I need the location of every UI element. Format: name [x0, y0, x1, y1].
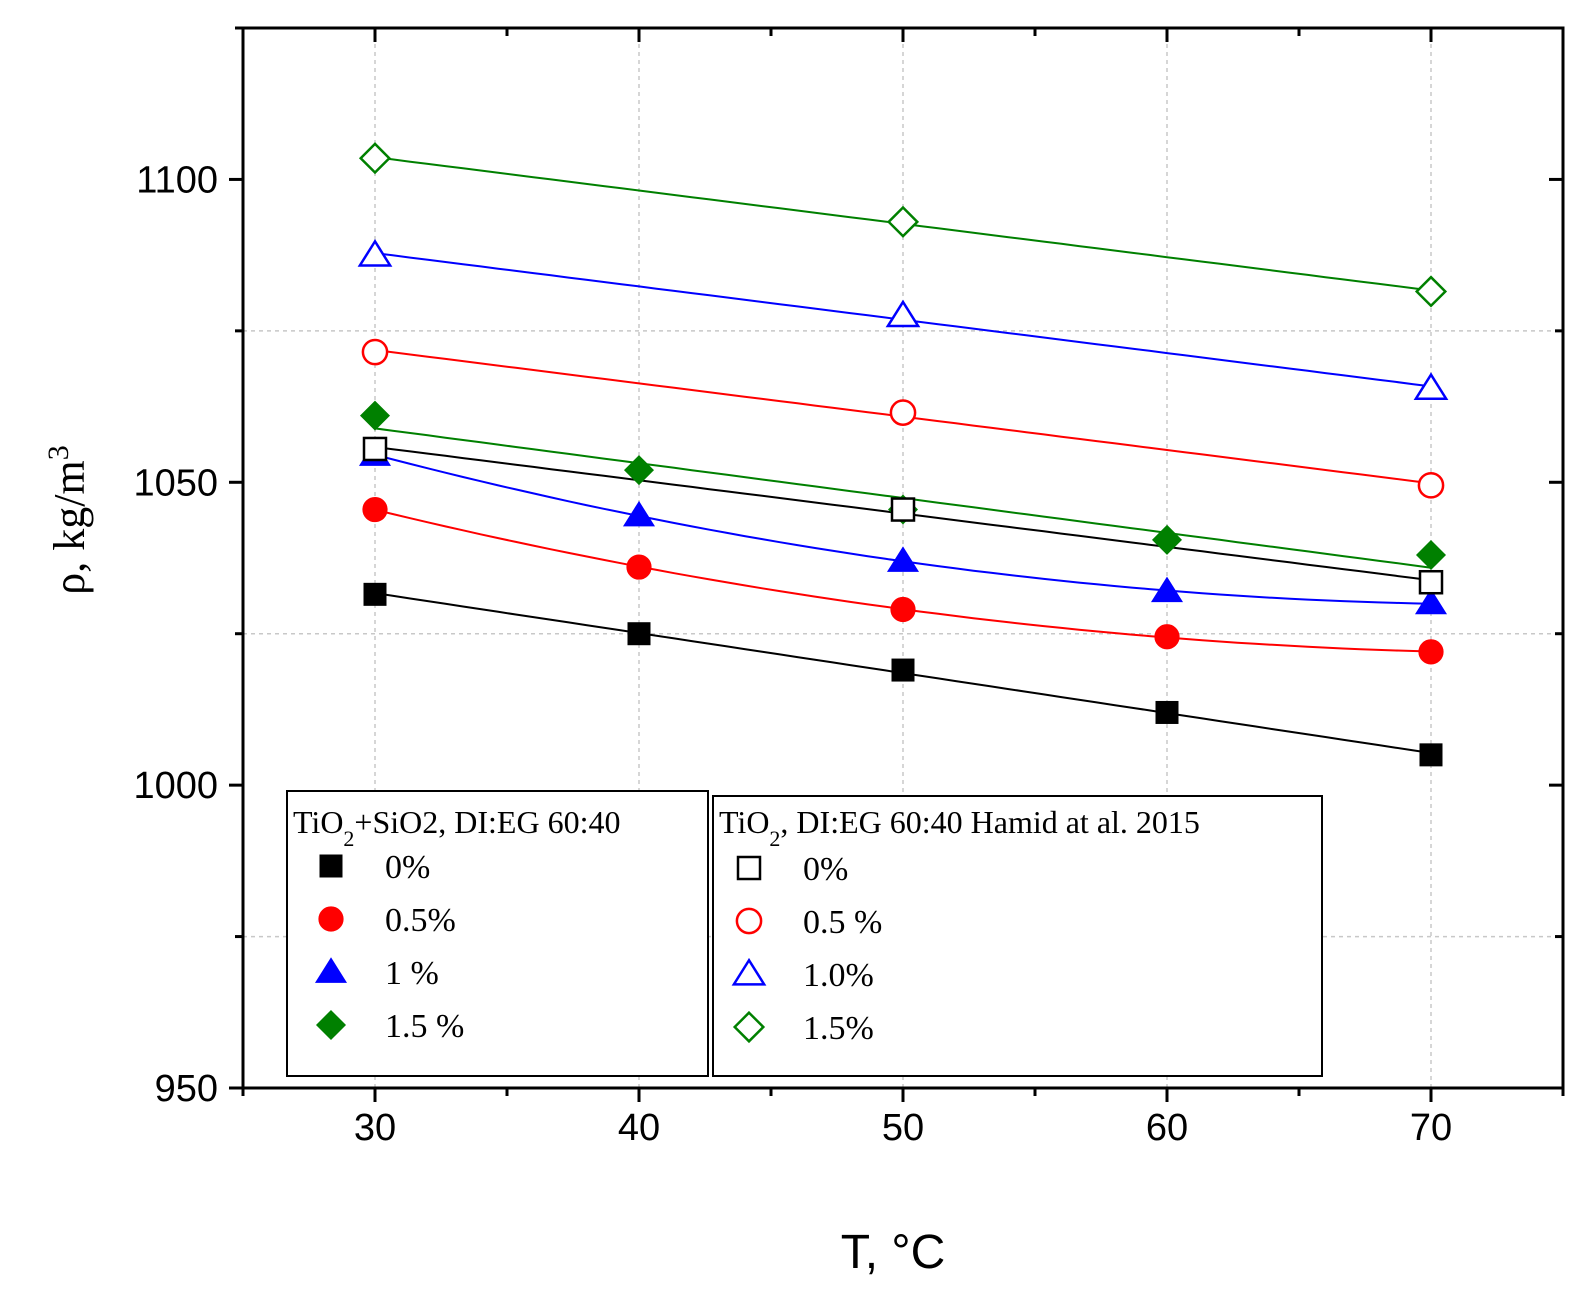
- data-point: [889, 399, 917, 426]
- data-point: [1415, 539, 1447, 570]
- legend-symbol: [735, 907, 763, 935]
- x-axis-title: T, °C: [841, 1226, 946, 1279]
- legend-label: 0%: [803, 851, 848, 888]
- data-markers: [357, 142, 1449, 767]
- x-tick-label: 50: [882, 1107, 924, 1149]
- legend-box: [712, 795, 1323, 1077]
- x-tick-label: 70: [1410, 1107, 1452, 1149]
- data-point: [1414, 275, 1448, 308]
- legend-symbol: [732, 1010, 766, 1044]
- legend-symbol: [314, 957, 348, 983]
- data-point: [886, 205, 920, 238]
- legend-symbol: [315, 1009, 347, 1041]
- legend-label: 1.0%: [803, 957, 874, 994]
- data-point: [358, 142, 392, 175]
- x-tick-label: 30: [354, 1107, 396, 1149]
- legend-synthesized: TiO2+SiO2, DI:EG 60:40 0%0.5%1 %1.5 %: [286, 790, 709, 1077]
- legend-label: 0.5 %: [803, 904, 882, 941]
- y-axis-title: ρ, kg/m3: [42, 445, 95, 594]
- data-point: [1417, 471, 1445, 499]
- data-point: [1151, 524, 1183, 555]
- data-point: [1155, 700, 1179, 724]
- data-point: [1418, 639, 1444, 665]
- legend-symbol: [731, 957, 767, 986]
- legend-symbol: [318, 906, 344, 932]
- y-tick-label: 1000: [133, 765, 218, 807]
- legend-label: 1.5%: [803, 1010, 874, 1047]
- y-tick-label: 1100: [136, 159, 218, 201]
- data-point: [1414, 588, 1448, 615]
- data-point: [622, 500, 656, 527]
- data-point: [363, 582, 387, 606]
- data-point: [891, 658, 915, 682]
- y-tick-label: 950: [155, 1068, 218, 1110]
- data-point: [359, 400, 391, 431]
- data-point: [626, 554, 652, 580]
- legend-box: [286, 790, 709, 1077]
- data-point: [1413, 372, 1449, 400]
- data-point: [1419, 743, 1443, 767]
- data-point: [623, 455, 655, 486]
- data-point: [886, 546, 920, 572]
- data-point: [362, 496, 388, 523]
- data-point: [1418, 569, 1444, 595]
- legend-label: 0%: [385, 849, 430, 886]
- data-point: [1154, 624, 1180, 650]
- axis-ticks: 30 40 50 60 70 950 1000 1050 1100: [133, 26, 1565, 1149]
- data-point: [357, 239, 393, 267]
- x-tick-label: 40: [618, 1107, 660, 1149]
- legend-label: 1 %: [385, 955, 439, 992]
- legend-hamid: TiO2, DI:EG 60:40 Hamid at al. 2015 0%0.…: [712, 795, 1323, 1077]
- data-point: [627, 622, 651, 646]
- data-point: [361, 338, 389, 366]
- legend-label: 1.5 %: [385, 1008, 464, 1045]
- data-point: [885, 299, 921, 328]
- y-tick-label: 1050: [133, 462, 218, 504]
- legend-symbol: [736, 855, 762, 881]
- data-point: [890, 596, 916, 623]
- x-tick-label: 60: [1146, 1107, 1188, 1149]
- data-point: [1150, 576, 1184, 603]
- data-point: [890, 497, 916, 522]
- data-point: [362, 436, 388, 462]
- legend-label: 0.5%: [385, 902, 456, 939]
- legend-symbol: [319, 854, 343, 878]
